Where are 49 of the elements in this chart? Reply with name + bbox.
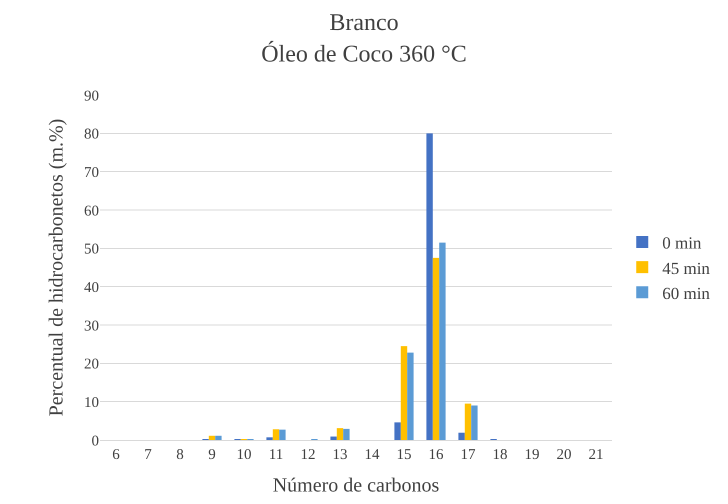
y-tick-label: 90 xyxy=(84,88,99,104)
y-tick-label: 70 xyxy=(84,164,99,181)
x-tick-label: 19 xyxy=(524,447,540,463)
bar xyxy=(336,428,344,440)
x-tick-label: 17 xyxy=(460,447,476,463)
x-tick-label: 13 xyxy=(332,447,348,463)
x-axis-title: Número de carbonos xyxy=(272,474,440,496)
legend-label: 0 min xyxy=(662,234,702,253)
x-tick-label: 16 xyxy=(428,447,444,463)
x-tick-label: 11 xyxy=(268,447,284,463)
bar xyxy=(343,428,350,440)
bar xyxy=(400,346,408,440)
bar xyxy=(471,406,478,440)
x-tick-label: 14 xyxy=(364,447,380,463)
x-tick-label: 8 xyxy=(176,447,184,463)
x-tick-label: 20 xyxy=(556,447,572,463)
bar xyxy=(432,258,440,440)
x-tick-label: 10 xyxy=(236,447,252,463)
legend-label: 45 min xyxy=(662,258,710,278)
y-tick-label: 80 xyxy=(84,126,99,143)
y-tick-label: 10 xyxy=(84,394,99,411)
bar xyxy=(439,242,446,440)
bar xyxy=(407,352,414,440)
x-tick-label: 9 xyxy=(208,447,216,463)
chart-subtitle: Óleo de Coco 360 °C xyxy=(261,40,467,68)
bar xyxy=(266,437,273,440)
x-tick-label: 6 xyxy=(112,447,120,463)
bar xyxy=(464,404,472,440)
y-axis-title: Percentual de hidrocarbonetos (m.%) xyxy=(46,118,68,416)
y-tick-label: 20 xyxy=(84,356,99,373)
y-tick-label: 50 xyxy=(84,242,99,258)
bar xyxy=(458,432,465,440)
x-tick-label: 15 xyxy=(396,447,412,463)
y-tick-label: 0 xyxy=(92,433,99,450)
bar xyxy=(215,436,222,440)
x-tick-label: 12 xyxy=(300,447,316,463)
y-tick-label: 40 xyxy=(84,280,99,296)
bar xyxy=(394,422,401,440)
x-tick-label: 18 xyxy=(492,447,508,463)
y-tick-label: 30 xyxy=(84,318,99,334)
y-tick-label: 60 xyxy=(84,203,99,220)
bar xyxy=(426,133,433,440)
legend-label: 60 min xyxy=(662,284,710,303)
bar xyxy=(330,436,337,440)
bar xyxy=(279,430,286,440)
x-tick-label: 21 xyxy=(588,447,604,463)
bar xyxy=(272,429,280,440)
chart-title: Branco xyxy=(329,10,399,36)
x-tick-label: 7 xyxy=(144,447,152,463)
